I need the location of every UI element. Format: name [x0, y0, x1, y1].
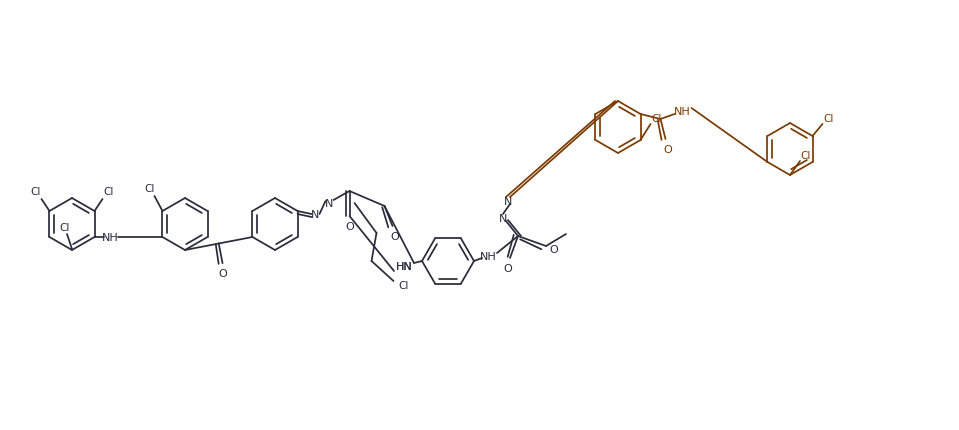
Text: N: N	[499, 214, 507, 224]
Text: O: O	[663, 144, 672, 155]
Text: O: O	[550, 244, 558, 255]
Text: O: O	[345, 221, 354, 231]
Text: N: N	[503, 197, 512, 206]
Text: Cl: Cl	[651, 114, 662, 124]
Text: NH: NH	[674, 107, 690, 117]
Text: N: N	[325, 199, 334, 209]
Text: N: N	[312, 209, 319, 219]
Text: O: O	[390, 231, 399, 241]
Text: HN: HN	[396, 261, 412, 271]
Text: Cl: Cl	[59, 222, 70, 233]
Text: O: O	[218, 268, 227, 279]
Text: Cl: Cl	[398, 280, 409, 290]
Text: HN: HN	[396, 261, 412, 271]
Text: NH: NH	[480, 252, 497, 261]
Text: Cl: Cl	[31, 187, 40, 197]
Text: NH: NH	[103, 233, 119, 243]
Text: O: O	[503, 264, 512, 273]
Text: Cl: Cl	[824, 114, 833, 124]
Text: Cl: Cl	[144, 184, 154, 194]
Text: Cl: Cl	[104, 187, 114, 197]
Text: Cl: Cl	[801, 150, 811, 161]
